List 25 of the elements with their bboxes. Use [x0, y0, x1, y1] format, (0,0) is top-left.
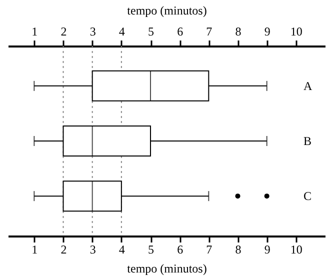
x2-tick-label: 2 [60, 24, 67, 38]
x-tick-label: 5 [148, 242, 154, 256]
x-axis-title: tempo (minutos) [127, 262, 207, 276]
x-tick-label: 4 [118, 242, 125, 256]
x2-tick-label: 5 [148, 24, 154, 38]
y-tick-label: A [304, 78, 312, 93]
x-tick-label: 9 [264, 242, 270, 256]
y-tick-label: C [304, 189, 312, 204]
x2-tick-label: 9 [264, 24, 270, 38]
x2-tick-label: 7 [206, 24, 212, 38]
x2-tick-label: 4 [118, 24, 125, 38]
x2-axis-title: tempo (minutos) [127, 4, 207, 18]
x2-tick-label: 10 [290, 24, 302, 38]
x-tick-label: 8 [235, 242, 242, 256]
x-tick-label: 1 [32, 242, 38, 256]
x2-tick-label: 1 [32, 24, 38, 38]
x2-tick-label: 6 [177, 24, 184, 38]
x2-tick-label: 8 [235, 24, 242, 38]
x-tick-label: 3 [90, 242, 96, 256]
x-tick-label: 6 [177, 242, 184, 256]
x-tick-label: 7 [206, 242, 212, 256]
y-tick-label: B [304, 134, 312, 148]
x-tick-label: 10 [290, 242, 302, 256]
x-tick-label: 2 [60, 242, 67, 256]
x2-tick-label: 3 [90, 24, 96, 38]
